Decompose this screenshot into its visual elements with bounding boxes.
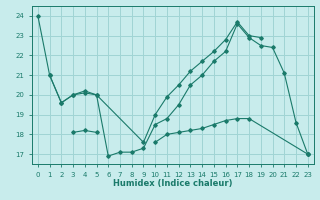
X-axis label: Humidex (Indice chaleur): Humidex (Indice chaleur) (113, 179, 233, 188)
